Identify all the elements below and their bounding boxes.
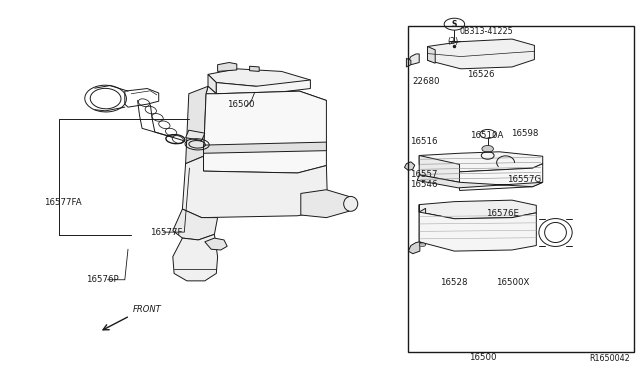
Circle shape bbox=[419, 243, 426, 247]
Text: 16577FA: 16577FA bbox=[44, 198, 81, 207]
Polygon shape bbox=[417, 175, 543, 188]
Polygon shape bbox=[419, 212, 536, 251]
Text: (2): (2) bbox=[447, 37, 459, 46]
Circle shape bbox=[482, 145, 493, 152]
Polygon shape bbox=[182, 156, 328, 218]
Ellipse shape bbox=[344, 196, 358, 211]
Bar bbox=[408, 26, 634, 352]
Polygon shape bbox=[204, 142, 326, 153]
Polygon shape bbox=[250, 66, 259, 71]
Text: 16500: 16500 bbox=[470, 353, 497, 362]
Text: 16546: 16546 bbox=[410, 180, 438, 189]
Polygon shape bbox=[204, 91, 326, 173]
Polygon shape bbox=[173, 234, 218, 281]
Polygon shape bbox=[216, 80, 310, 95]
Text: 16510A: 16510A bbox=[470, 131, 504, 140]
Polygon shape bbox=[208, 69, 310, 89]
Text: FRONT: FRONT bbox=[132, 305, 161, 314]
Polygon shape bbox=[206, 86, 326, 107]
Polygon shape bbox=[218, 62, 237, 71]
Text: 16528: 16528 bbox=[440, 278, 468, 287]
Text: S: S bbox=[452, 20, 457, 29]
Text: 16526: 16526 bbox=[467, 70, 495, 79]
Text: 16557G: 16557G bbox=[507, 175, 541, 184]
Polygon shape bbox=[186, 130, 205, 141]
Text: 16576E: 16576E bbox=[486, 209, 520, 218]
Text: 16598: 16598 bbox=[511, 129, 538, 138]
Polygon shape bbox=[419, 152, 543, 172]
Text: 16500: 16500 bbox=[227, 100, 255, 109]
Polygon shape bbox=[428, 39, 534, 69]
Text: 22680: 22680 bbox=[412, 77, 440, 86]
Polygon shape bbox=[173, 209, 218, 240]
Polygon shape bbox=[408, 242, 420, 254]
Polygon shape bbox=[428, 46, 435, 63]
Polygon shape bbox=[301, 190, 349, 218]
Polygon shape bbox=[419, 205, 426, 245]
Polygon shape bbox=[404, 162, 415, 170]
Text: 16500X: 16500X bbox=[496, 278, 529, 287]
Polygon shape bbox=[205, 238, 227, 250]
Polygon shape bbox=[408, 54, 419, 65]
Text: 16576P: 16576P bbox=[86, 275, 119, 284]
Polygon shape bbox=[460, 164, 543, 190]
Polygon shape bbox=[208, 74, 216, 94]
Text: 0B313-41225: 0B313-41225 bbox=[460, 27, 513, 36]
Polygon shape bbox=[419, 200, 536, 219]
Text: R1650042: R1650042 bbox=[589, 354, 630, 363]
Text: 16577F: 16577F bbox=[150, 228, 183, 237]
Text: 16557: 16557 bbox=[410, 170, 438, 179]
Polygon shape bbox=[419, 155, 460, 182]
Polygon shape bbox=[186, 86, 208, 164]
Text: 16516: 16516 bbox=[410, 137, 438, 146]
Polygon shape bbox=[406, 58, 411, 67]
